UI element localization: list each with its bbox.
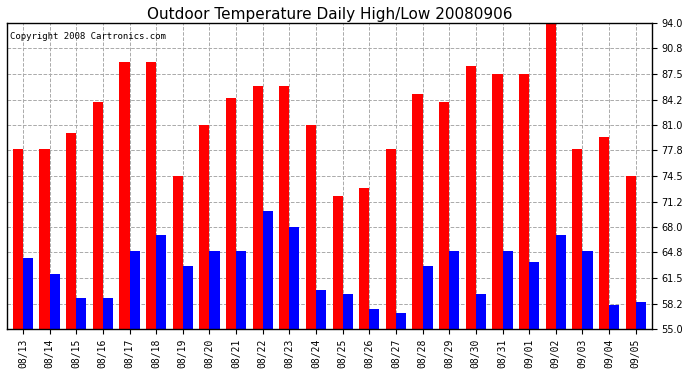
Bar xyxy=(333,196,343,329)
Bar xyxy=(519,74,529,329)
Bar xyxy=(103,298,113,329)
Bar xyxy=(572,148,582,329)
Bar xyxy=(493,74,502,329)
Bar xyxy=(156,235,166,329)
Bar xyxy=(172,176,183,329)
Bar xyxy=(599,137,609,329)
Bar xyxy=(263,211,273,329)
Bar xyxy=(413,94,422,329)
Bar xyxy=(253,86,263,329)
Text: Copyright 2008 Cartronics.com: Copyright 2008 Cartronics.com xyxy=(10,32,166,41)
Bar xyxy=(76,298,86,329)
Bar xyxy=(476,294,486,329)
Bar xyxy=(422,266,433,329)
Bar xyxy=(226,98,236,329)
Bar xyxy=(359,188,369,329)
Bar xyxy=(119,62,130,329)
Bar xyxy=(183,266,193,329)
Bar xyxy=(386,148,396,329)
Bar xyxy=(130,251,139,329)
Bar xyxy=(502,251,513,329)
Bar xyxy=(439,102,449,329)
Bar xyxy=(343,294,353,329)
Bar xyxy=(279,86,289,329)
Bar xyxy=(582,251,593,329)
Bar xyxy=(396,313,406,329)
Bar xyxy=(609,305,619,329)
Bar xyxy=(146,62,156,329)
Bar xyxy=(39,148,50,329)
Bar xyxy=(92,102,103,329)
Bar xyxy=(23,258,33,329)
Bar xyxy=(13,148,23,329)
Bar xyxy=(316,290,326,329)
Bar xyxy=(369,309,380,329)
Bar xyxy=(529,262,540,329)
Bar xyxy=(210,251,219,329)
Bar xyxy=(199,125,210,329)
Bar xyxy=(66,133,76,329)
Bar xyxy=(555,235,566,329)
Bar xyxy=(466,66,476,329)
Bar xyxy=(626,176,635,329)
Bar xyxy=(449,251,460,329)
Bar xyxy=(50,274,60,329)
Bar xyxy=(289,227,299,329)
Bar xyxy=(306,125,316,329)
Title: Outdoor Temperature Daily High/Low 20080906: Outdoor Temperature Daily High/Low 20080… xyxy=(146,7,512,22)
Bar xyxy=(546,23,555,329)
Bar xyxy=(635,302,646,329)
Bar xyxy=(236,251,246,329)
